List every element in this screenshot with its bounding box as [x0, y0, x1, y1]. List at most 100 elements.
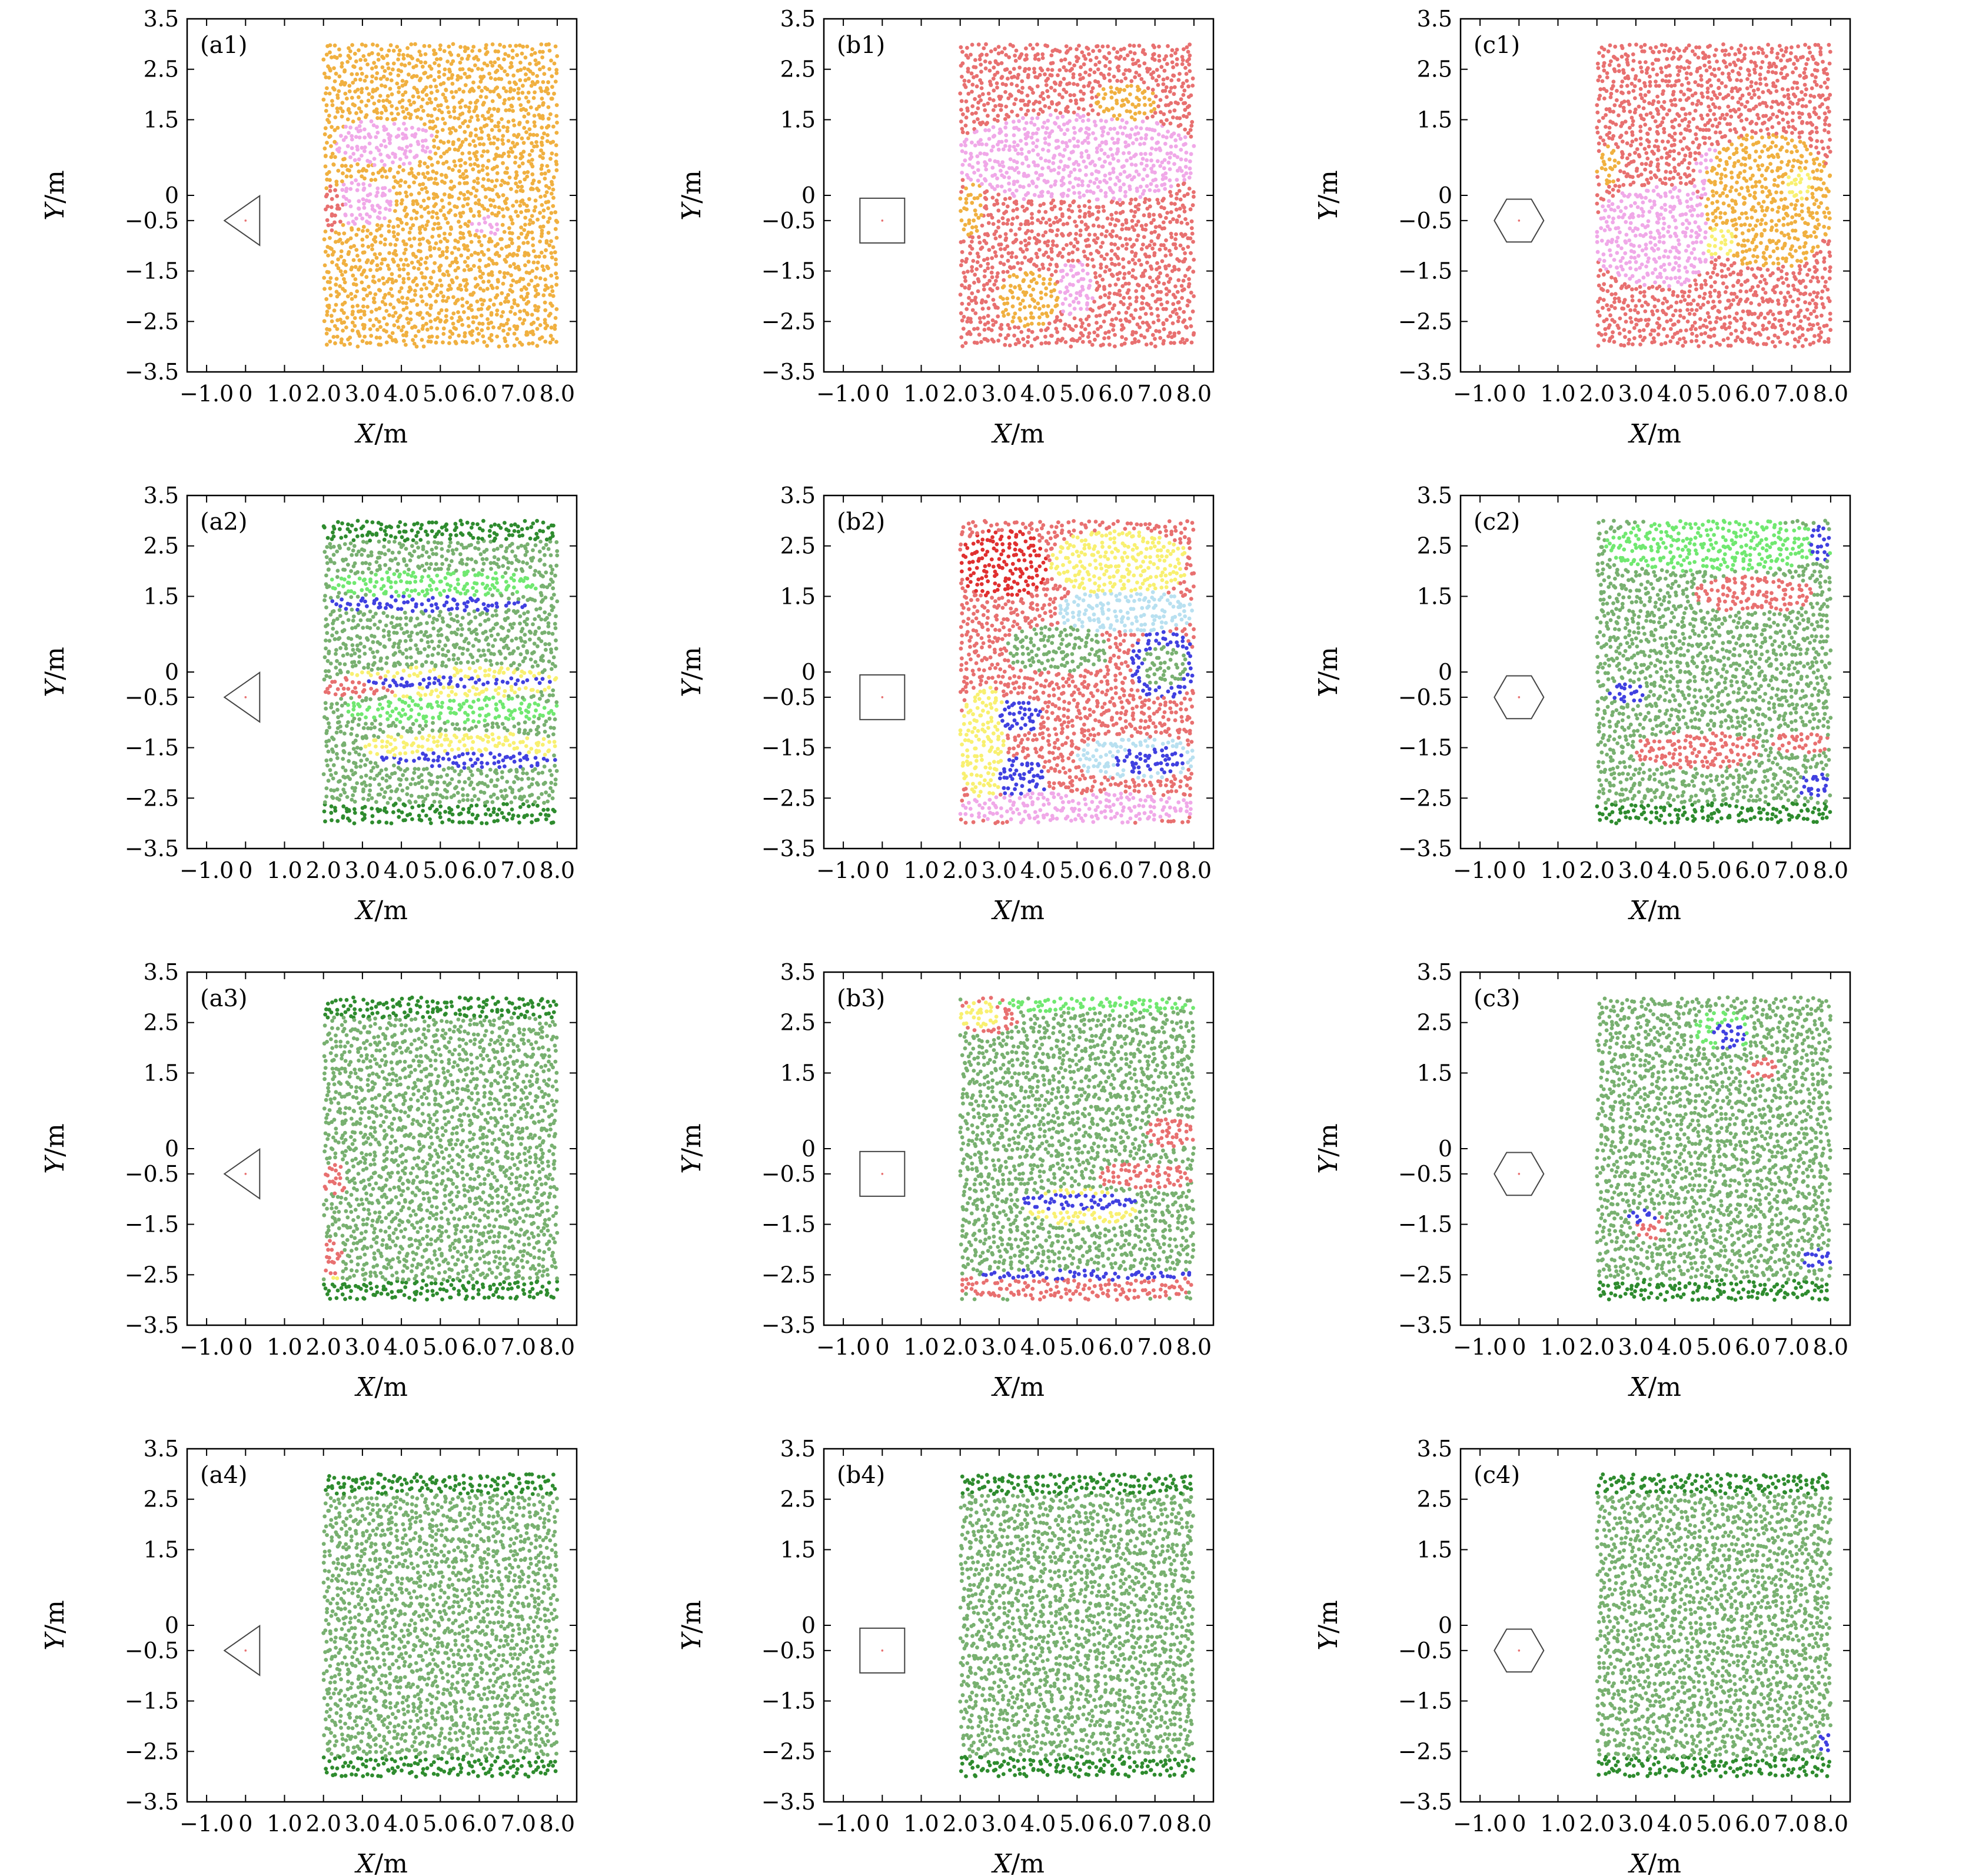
crowd-point — [1086, 272, 1090, 276]
crowd-point — [1138, 195, 1142, 199]
crowd-point — [448, 208, 453, 212]
crowd-point — [404, 331, 408, 335]
crowd-point — [346, 144, 350, 148]
crowd-point — [959, 292, 963, 297]
crowd-point — [1631, 342, 1635, 347]
crowd-point — [339, 255, 343, 259]
crowd-point — [965, 46, 969, 50]
crowd-point — [1145, 174, 1149, 178]
crowd-point — [407, 72, 411, 76]
crowd-point — [443, 192, 447, 197]
crowd-point — [325, 218, 330, 222]
crowd-point — [1099, 254, 1103, 258]
crowd-point — [992, 98, 996, 102]
crowd-point — [449, 131, 453, 135]
crowd-point — [411, 338, 415, 342]
crowd-point — [1615, 324, 1619, 328]
crowd-point — [421, 237, 425, 241]
crowd-point — [1653, 304, 1657, 308]
crowd-point — [358, 124, 362, 128]
crowd-point — [402, 162, 406, 166]
crowd-point — [441, 294, 445, 298]
crowd-point — [451, 322, 455, 326]
crowd-point — [367, 245, 371, 249]
crowd-point — [964, 151, 968, 155]
crowd-point — [1000, 174, 1004, 178]
crowd-point — [430, 134, 434, 138]
crowd-point — [1645, 157, 1649, 161]
crowd-point — [1129, 50, 1133, 54]
crowd-point — [1089, 252, 1093, 256]
crowd-point — [1074, 232, 1078, 236]
crowd-point — [324, 164, 328, 168]
crowd-point — [328, 328, 332, 332]
crowd-point — [1076, 144, 1080, 148]
crowd-point — [510, 65, 514, 69]
crowd-point — [1011, 192, 1015, 196]
crowd-point — [982, 46, 986, 51]
crowd-point — [1030, 135, 1034, 139]
crowd-point — [425, 190, 429, 194]
crowd-point — [1183, 209, 1187, 214]
crowd-point — [962, 228, 966, 232]
crowd-point — [1101, 205, 1105, 209]
crowd-point — [1622, 328, 1627, 332]
crowd-point — [555, 121, 559, 125]
crowd-point — [1637, 279, 1641, 283]
crowd-point — [339, 134, 343, 138]
crowd-point — [459, 158, 463, 162]
y-axis-label: Y/m — [40, 170, 70, 221]
crowd-point — [365, 294, 369, 298]
crowd-point — [333, 155, 337, 159]
crowd-point — [520, 185, 524, 189]
crowd-point — [435, 211, 439, 215]
crowd-point — [340, 179, 344, 184]
crowd-point — [341, 223, 345, 227]
crowd-point — [1139, 334, 1143, 338]
crowd-point — [333, 44, 337, 48]
crowd-point — [463, 72, 467, 76]
crowd-point — [1611, 188, 1615, 192]
crowd-point — [475, 300, 480, 304]
crowd-point — [1139, 127, 1143, 131]
crowd-point — [1634, 193, 1638, 197]
crowd-point — [1119, 125, 1123, 129]
crowd-point — [1024, 46, 1028, 51]
crowd-point — [1027, 99, 1031, 104]
crowd-point — [1027, 184, 1031, 188]
crowd-point — [1633, 256, 1637, 260]
crowd-point — [1619, 247, 1624, 251]
crowd-point — [1103, 257, 1107, 261]
crowd-point — [486, 215, 490, 219]
crowd-point — [1654, 119, 1658, 124]
crowd-point — [1173, 202, 1177, 206]
crowd-point — [1095, 314, 1099, 318]
crowd-point — [972, 281, 976, 285]
crowd-point — [328, 44, 332, 48]
crowd-point — [1158, 224, 1162, 228]
crowd-point — [1657, 112, 1661, 116]
crowd-point — [1179, 148, 1183, 152]
crowd-point — [1641, 201, 1645, 205]
crowd-point — [1141, 307, 1145, 311]
crowd-point — [1057, 125, 1061, 129]
crowd-point — [984, 142, 989, 147]
crowd-point — [513, 161, 517, 165]
crowd-point — [523, 285, 527, 290]
crowd-point — [460, 56, 464, 61]
crowd-point — [514, 155, 518, 159]
crowd-point — [1179, 157, 1183, 161]
crowd-point — [405, 212, 409, 217]
crowd-point — [1042, 304, 1046, 308]
crowd-point — [474, 128, 478, 132]
crowd-point — [430, 281, 434, 285]
crowd-point — [1642, 290, 1647, 294]
crowd-point — [987, 307, 991, 311]
crowd-point — [1173, 108, 1177, 112]
crowd-point — [1611, 179, 1615, 184]
crowd-point — [1644, 253, 1648, 257]
crowd-point — [354, 283, 358, 287]
crowd-point — [1173, 85, 1177, 89]
crowd-point — [1102, 285, 1106, 289]
crowd-point — [431, 169, 435, 174]
